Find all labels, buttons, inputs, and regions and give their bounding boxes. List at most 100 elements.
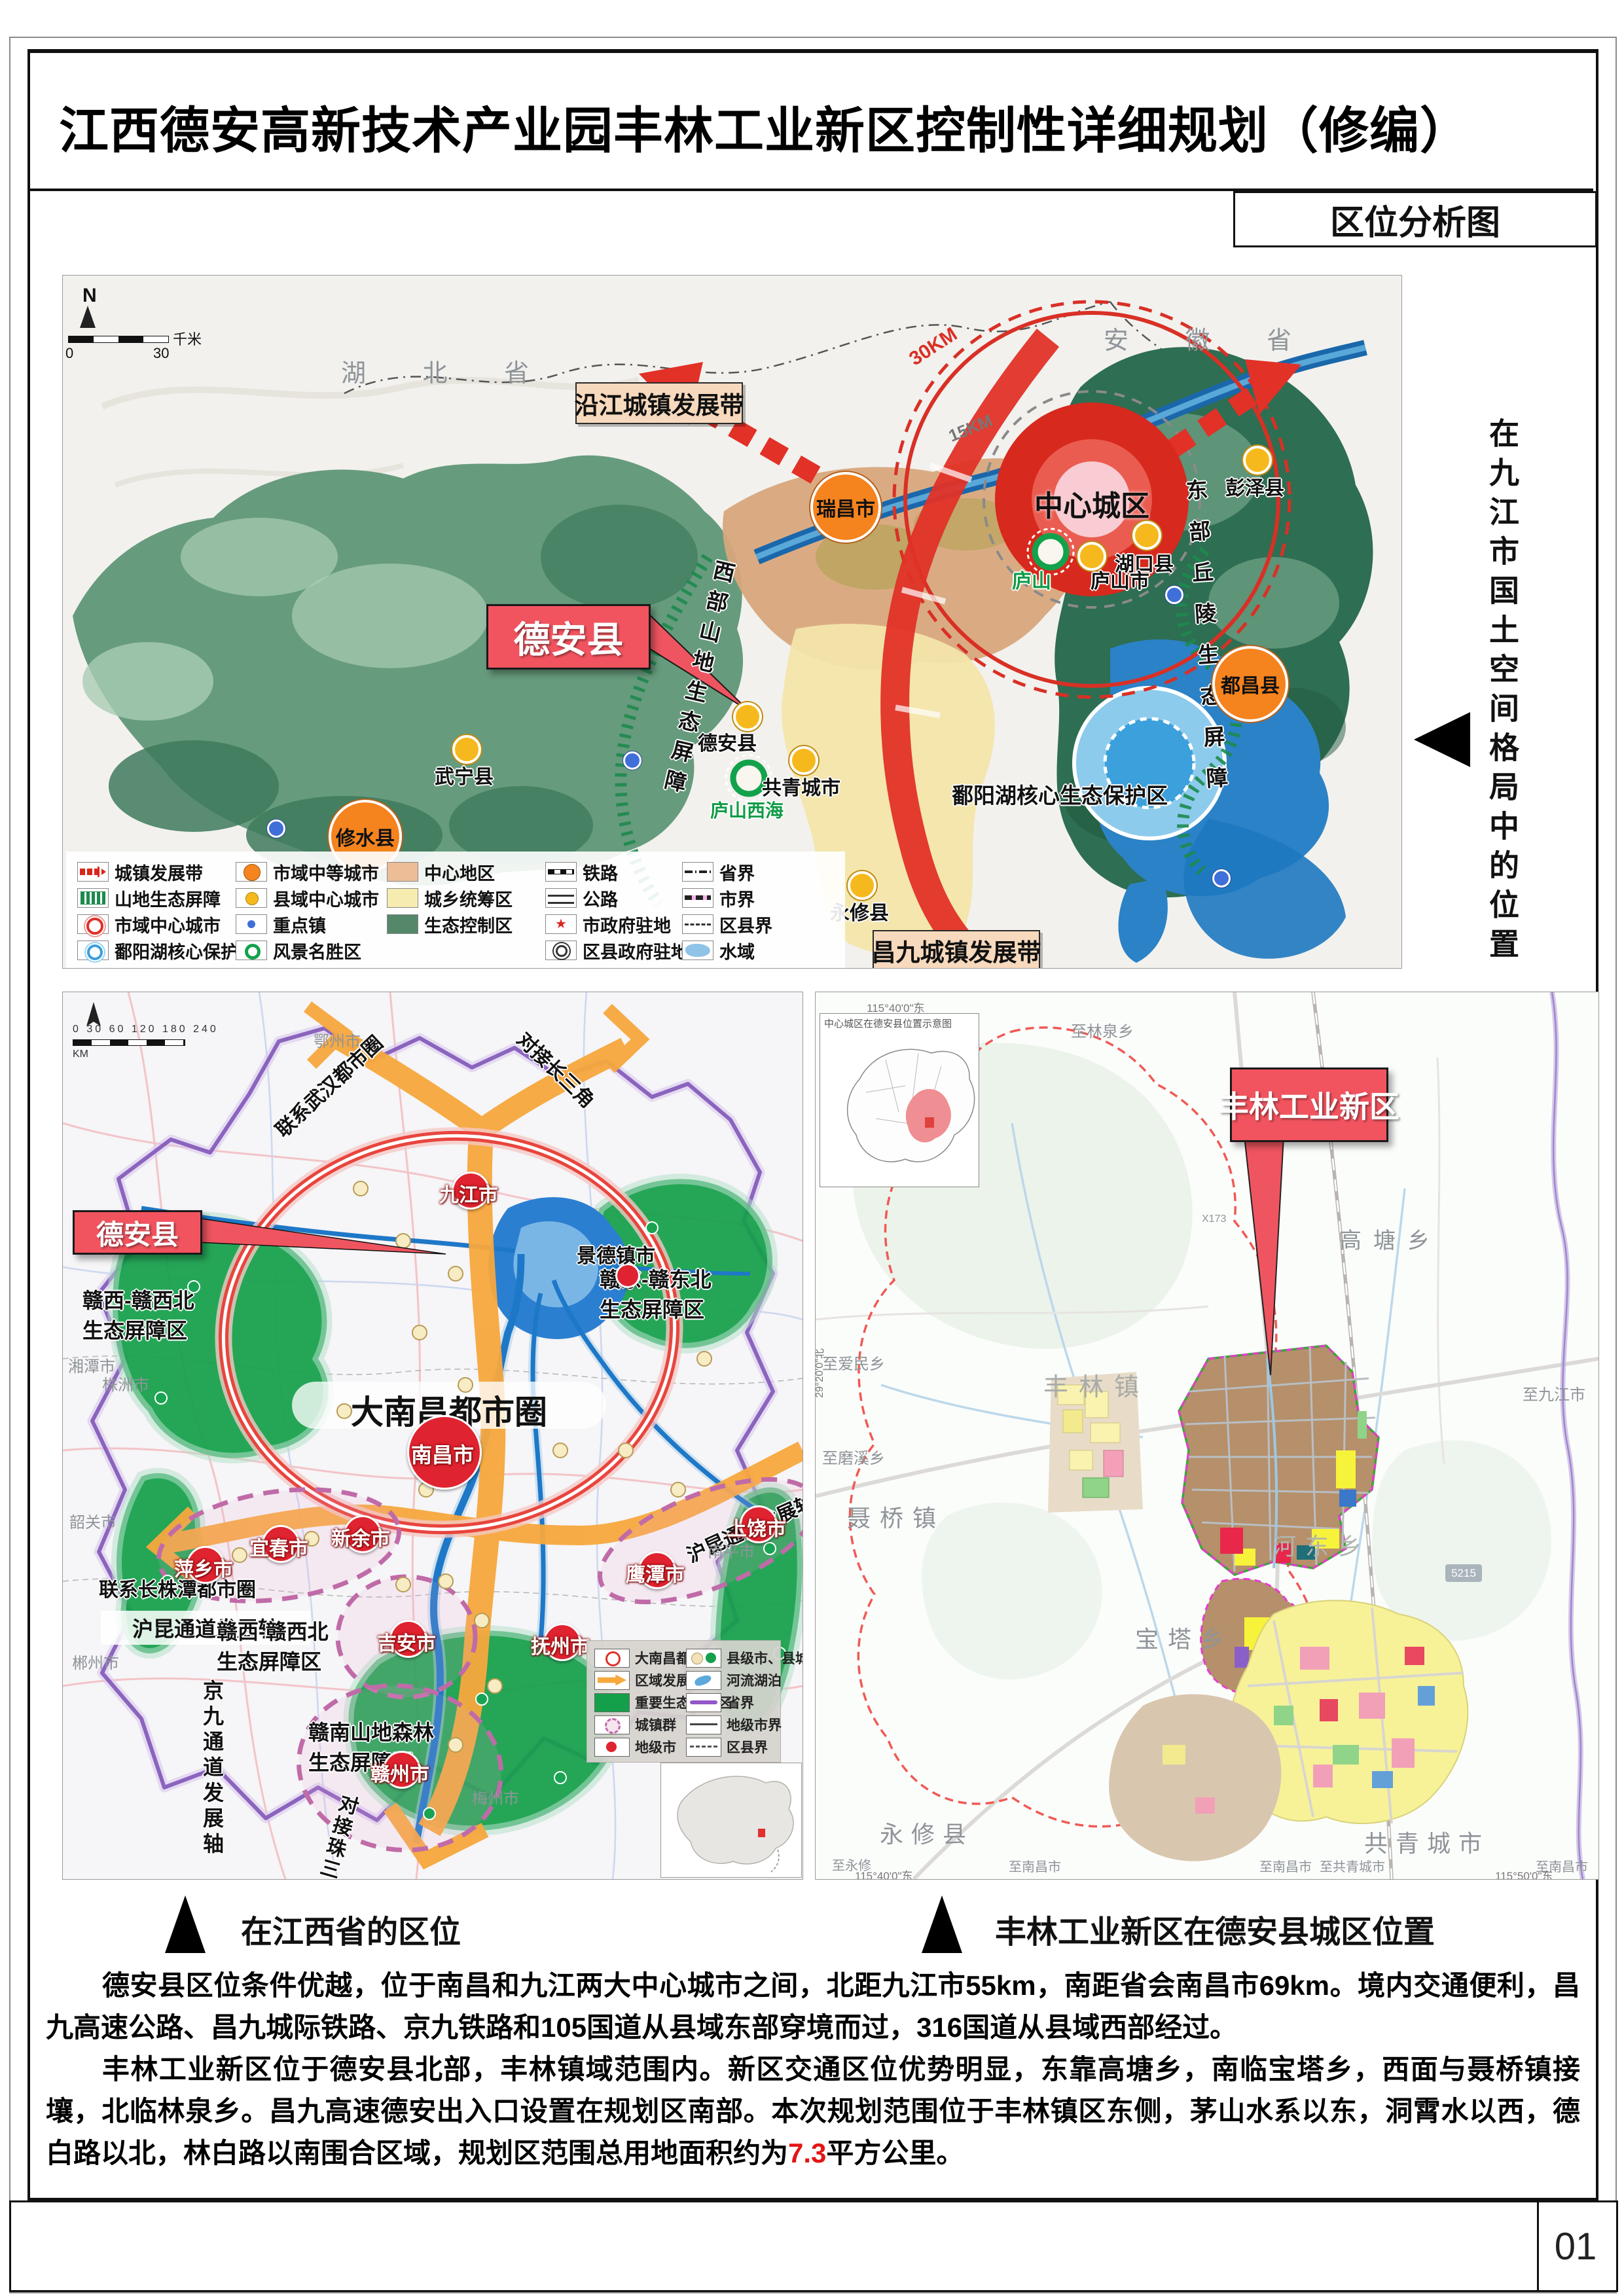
legend-railway-icon [545,862,577,882]
dean-inset-art [846,1049,975,1162]
city-label-pingxiang: 萍乡市 [174,1559,233,1581]
fenglin-callout: 丰林工业新区 [1219,1067,1399,1142]
map2-scale-unit: KM [73,1049,88,1060]
legend-label: 铁路 [583,863,618,884]
legend-label: 区县政府驻地 [583,942,689,962]
county-dot-dean [733,702,762,731]
caption2-triangle [922,1895,962,1953]
legend-label: 山地生态屏障 [115,889,221,910]
county-dot-pengze [1243,446,1272,475]
jiangxi-location-map: 德安县 大南昌都市圈 联系武汉都市圈 对接长三角 联系长株潭都市圈 沪昆通道发展… [62,992,803,1880]
dest-yongxiu: 至永修 [832,1859,871,1873]
legend-label: 市域中等城市 [273,863,379,884]
legend-keytown-icon [236,914,267,934]
barrier-nw-line1: 赣西-赣西北 [82,1289,194,1312]
dest-nanchang-1: 至南昌市 [1009,1860,1061,1874]
city-label-ganzhou: 赣州市 [370,1764,429,1785]
legend-band-icon [77,862,109,882]
coord-bottom-right: 115°50'0"东 [1495,1870,1553,1880]
town-fenglin: 丰林镇 [1043,1374,1150,1401]
town-dot-4 [1165,586,1183,604]
lake-reserve-label: 鄱阳湖核心生态保护区 [952,783,1168,808]
legend-label: 重点镇 [273,916,326,936]
axis-label-changzhutan: 联系长株潭都市圈 [99,1579,256,1601]
inset-title: 中心城区在德安县位置示意图 [824,1018,952,1030]
legend-scenic-icon [236,941,267,960]
legend-countygov-icon [545,941,577,960]
city-marker-ruichang: 瑞昌市 [810,472,881,543]
county-dot-hukou [1132,521,1161,550]
area-value: 7.3 [788,2138,827,2168]
legend-ecocontrol-icon [387,914,418,934]
county-dot-yongxiu [848,871,876,900]
county-label-gongqing: 共青城市 [762,778,840,799]
road-label-x173: X173 [1202,1213,1227,1225]
city-dot-yingtan [638,1551,676,1589]
city-dot-jiujiang [452,1172,490,1210]
neighbor-ezhou: 鄂州市 [314,1033,361,1050]
legend-label: 地级市 [635,1740,676,1755]
legend-mtbarrier-icon [77,888,109,908]
dev-band-changjiu: 昌九城镇发展带 [872,930,1041,968]
town-gaotang: 高塘乡 [1339,1229,1441,1253]
barrier-s-line1: 赣南山地森林 [308,1721,435,1744]
page-outer-frame [9,37,1617,2293]
pointer-triangle-left [1414,712,1470,767]
neighbor-nanping: 南平市 [708,1543,755,1561]
legend-label: 风景名胜区 [273,942,361,962]
barrier-nw-line2: 生态屏障区 [82,1319,188,1342]
city-dot-jian [389,1620,427,1658]
town-dot-2 [623,751,641,770]
dean-callout-map2: 德安县 [73,1210,202,1255]
legend2-axis-icon [594,1670,630,1690]
neighbor-zhuzhou: 株洲市 [102,1376,149,1394]
paragraph-2-lead: 丰林工业新区位于德安县北部，丰林镇域范围内。新区交通区位优势明显，东靠高塘乡，南… [46,2054,1580,2168]
legend-label: 城乡统筹区 [424,889,513,910]
legend-label: 河流湖泊 [727,1674,782,1689]
map1-legend-bg [66,852,845,968]
neighbor-meizhou: 梅州市 [472,1790,519,1808]
neighbor-shaoguan: 韶关市 [69,1514,117,1532]
compass-icon [80,306,96,328]
city-marker-duchang: 都昌县 [1212,646,1288,722]
city-label-xinyu: 新余市 [331,1528,390,1550]
legend-countyline-icon [682,914,713,934]
barrier-sw-line2: 生态屏障区 [217,1650,322,1674]
legend-label: 城镇发展带 [115,863,203,884]
legend-road-icon [545,888,577,908]
town-hedong: 河东乡 [1272,1533,1371,1560]
scenic-label-lushan: 庐山 [1012,571,1051,592]
county-label-hukou: 湖口县 [1115,554,1174,575]
legend-label: 公路 [583,889,618,910]
paragraph-2-tail: 平方公里。 [826,2138,964,2168]
dean-inset-box: 中心城区在德安县位置示意图 [820,1013,979,1187]
legend2-countyline-icon [686,1737,721,1757]
city-label-nanchang: 南昌市 [410,1443,474,1467]
dest-nanchang-2: 至南昌市 [1259,1860,1312,1874]
center-city-label: 中心城区 [1034,490,1149,522]
legend-provline-icon [682,862,713,882]
legend-label: 市界 [719,889,755,910]
legend-centralcity-icon [77,914,109,935]
legend2-provline-icon [686,1693,721,1712]
legend-cityline-icon [682,888,713,908]
town-linquan: 至林泉乡 [1071,1023,1134,1041]
legend2-countycity-icon [686,1648,721,1668]
dest-gongqing: 至共青城市 [1320,1860,1385,1874]
legend-water-icon [682,941,713,960]
scale-end: 30 [153,345,170,361]
city-dot-pingxiang [187,1546,225,1584]
legend-label: 水域 [719,942,755,962]
description-text: 德安县区位条件优越，位于南昌和九江两大中心城市之间，北距九江市55km，南距省会… [46,1965,1580,2174]
city-label-jian: 吉安市 [377,1633,436,1655]
legend-label: 城镇群 [635,1718,676,1733]
legend-centerarea-icon [387,862,418,882]
legend-label: 省界 [727,1696,754,1711]
town-baota: 宝塔乡 [1135,1626,1234,1653]
city-label-jiujiang: 九江市 [439,1185,498,1206]
legend-label: 鄱阳湖核心保护区 [115,942,256,962]
city-dot-xinyu [344,1515,382,1553]
legend2-citycluster-icon [594,1715,630,1734]
sheet-name-box: 区位分析图 [1233,191,1597,247]
paragraph-2: 丰林工业新区位于德安县北部，丰林镇域范围内。新区交通区位优势明显，东靠高塘乡，南… [46,2049,1580,2174]
